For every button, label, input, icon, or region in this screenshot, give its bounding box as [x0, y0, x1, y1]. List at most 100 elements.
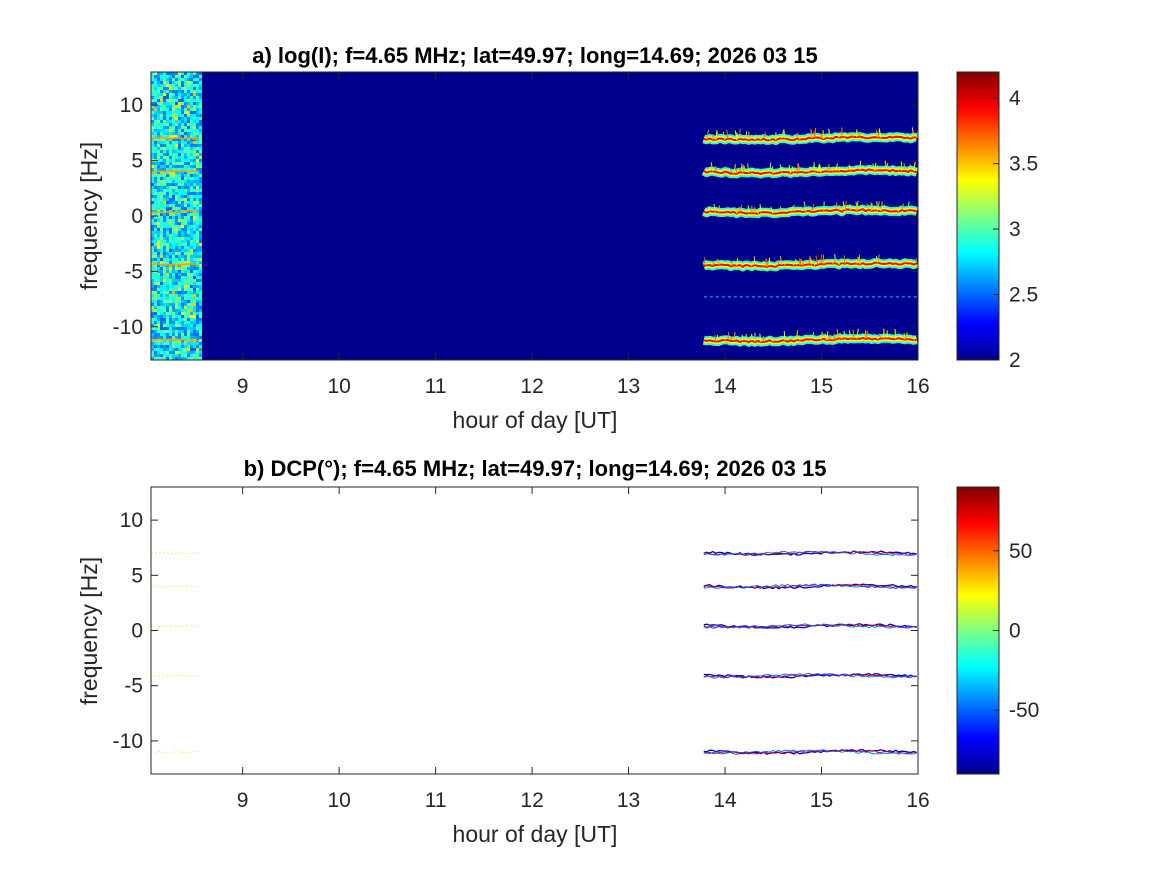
noise-cell: [154, 183, 157, 186]
noise-cell: [181, 99, 184, 102]
noise-cell: [154, 282, 157, 285]
noise-cell: [157, 252, 160, 255]
noise-cell: [190, 249, 193, 252]
noise-cell: [196, 183, 199, 186]
noise-cell: [157, 222, 160, 225]
noise-cell: [163, 165, 166, 168]
noise-cell: [193, 285, 196, 288]
noise-cell: [160, 75, 163, 78]
noise-cell: [199, 153, 202, 156]
noise-cell: [169, 96, 172, 99]
noise-cell: [190, 297, 193, 300]
noise-cell: [160, 78, 163, 81]
noise-cell: [184, 354, 187, 357]
noise-cell: [154, 300, 157, 303]
noise-cell: [166, 258, 169, 261]
noise-cell: [160, 357, 163, 360]
noise-cell: [187, 117, 190, 120]
y-tick-label: -10: [113, 316, 143, 339]
noise-cell: [166, 114, 169, 117]
noise-cell: [154, 174, 157, 177]
noise-cell: [199, 132, 202, 135]
noise-cell: [178, 165, 181, 168]
noise-cell: [187, 291, 190, 294]
noise-cell: [166, 249, 169, 252]
noise-cell: [157, 234, 160, 237]
noise-cell: [175, 141, 178, 144]
noise-cell: [154, 267, 157, 270]
noise-cell: [199, 243, 202, 246]
x-tick-label: 15: [810, 375, 833, 398]
noise-cell: [184, 261, 187, 264]
noise-cell: [199, 174, 202, 177]
noise-cell: [151, 165, 154, 168]
noise-cell: [160, 213, 163, 216]
noise-cell: [187, 156, 190, 159]
noise-cell: [196, 297, 199, 300]
noise-cell: [151, 297, 154, 300]
noise-cell: [181, 201, 184, 204]
noise-cell: [181, 309, 184, 312]
noise-cell: [163, 102, 166, 105]
noise-cell: [193, 105, 196, 108]
noise-cell: [169, 303, 172, 306]
y-tick-label: 5: [131, 150, 143, 173]
noise-cell: [175, 171, 178, 174]
spectral-spike: [907, 201, 910, 211]
noise-cell: [154, 324, 157, 327]
noise-cell: [196, 216, 199, 219]
noise-cell: [166, 309, 169, 312]
noise-cell: [196, 258, 199, 261]
noise-cell: [187, 321, 190, 324]
noise-cell: [154, 237, 157, 240]
noise-cell: [154, 186, 157, 189]
noise-cell: [178, 261, 181, 264]
spectral-spike: [769, 162, 772, 173]
noise-cell: [160, 273, 163, 276]
noise-cell: [175, 246, 178, 249]
noise-cell: [154, 96, 157, 99]
noise-cell: [166, 246, 169, 249]
noise-cell: [157, 150, 160, 153]
noise-cell: [187, 195, 190, 198]
noise-cell: [178, 102, 181, 105]
noise-cell: [151, 93, 154, 96]
noise-cell: [163, 78, 166, 81]
noise-cell: [169, 348, 172, 351]
noise-cell: [163, 300, 166, 303]
noise-cell: [184, 81, 187, 84]
noise-cell: [184, 201, 187, 204]
noise-cell: [154, 132, 157, 135]
noise-cell: [151, 180, 154, 183]
noise-cell: [169, 75, 172, 78]
spectral-spike: [745, 131, 748, 140]
noise-cell: [178, 357, 181, 360]
noise-cell: [157, 105, 160, 108]
noise-cell: [160, 195, 163, 198]
noise-cell: [196, 99, 199, 102]
noise-cell: [175, 225, 178, 228]
noise-cell: [169, 321, 172, 324]
noise-cell: [199, 201, 202, 204]
noise-cell: [184, 108, 187, 111]
noise-cell: [151, 315, 154, 318]
noise-cell: [154, 228, 157, 231]
noise-cell: [193, 99, 196, 102]
noise-cell: [196, 336, 199, 339]
spectral-spike: [813, 165, 816, 172]
x-tick-label: 10: [327, 789, 350, 812]
dcp-faint-line: [151, 674, 200, 677]
noise-cell: [190, 114, 193, 117]
noise-cell: [157, 270, 160, 273]
noise-cell: [169, 174, 172, 177]
spectral-spike: [783, 129, 786, 139]
spectral-line: [703, 261, 918, 268]
noise-cell: [184, 312, 187, 315]
y-tick-label: -10: [113, 730, 143, 753]
noise-cell: [178, 126, 181, 129]
noise-cell: [175, 213, 178, 216]
noise-cell: [157, 348, 160, 351]
spectral-spike: [838, 205, 841, 211]
noise-cell: [172, 84, 175, 87]
noise-cell: [193, 120, 196, 123]
